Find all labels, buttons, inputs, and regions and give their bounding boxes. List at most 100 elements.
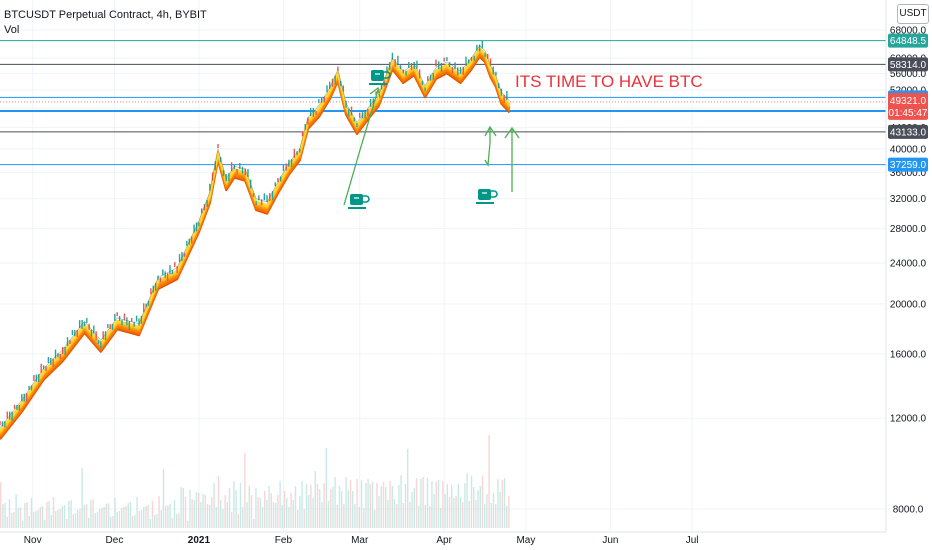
- volume-bar: [180, 487, 182, 528]
- volume-bar: [200, 502, 202, 528]
- volume-bar: [367, 479, 369, 528]
- volume-bar: [376, 483, 378, 528]
- x-tick-label: Jun: [602, 535, 618, 546]
- volume-bar: [327, 501, 330, 528]
- volume-bar: [145, 506, 147, 528]
- volume-bar: [363, 508, 365, 528]
- volume-bar: [110, 517, 112, 528]
- volume-bar: [257, 497, 259, 528]
- volume-bar: [154, 515, 156, 528]
- y-tick-label: 20000.0: [890, 299, 927, 310]
- volume-bar: [13, 512, 15, 528]
- volume-bar: [85, 504, 88, 528]
- volume-bar: [310, 485, 312, 528]
- volume-bar: [11, 513, 13, 528]
- volume-bar: [336, 505, 338, 528]
- x-tick-label: Mar: [351, 535, 369, 546]
- x-tick-label: Nov: [24, 535, 42, 546]
- coffee-icons: [348, 70, 498, 209]
- volume-bar: [235, 490, 237, 528]
- volume-bar: [455, 496, 457, 528]
- projection-arrows[interactable]: [343, 86, 520, 206]
- arrow-mar-up[interactable]: [343, 89, 379, 206]
- volume-bar: [226, 502, 228, 528]
- volume-bar: [50, 515, 52, 528]
- volume-bar: [369, 484, 371, 528]
- volume-bar: [112, 516, 114, 528]
- volume-bar: [266, 500, 268, 528]
- volume-bar: [453, 498, 455, 528]
- horizontal-levels[interactable]: [0, 40, 886, 166]
- volume-bar: [442, 481, 444, 528]
- volume-bar: [193, 500, 195, 528]
- annotation-text[interactable]: ITS TIME TO HAVE BTC: [515, 72, 703, 91]
- volume-bar: [334, 477, 336, 528]
- volume-bar: [70, 500, 72, 528]
- volume-bar: [503, 478, 506, 528]
- volume-bar: [81, 468, 83, 528]
- volume-bar: [220, 500, 222, 528]
- y-tick-label: 8000.0: [893, 505, 924, 516]
- volume-bar: [486, 494, 488, 528]
- volume-bar: [387, 500, 389, 528]
- level-tag-label: 64848.5: [890, 36, 927, 47]
- level-tag: [888, 157, 928, 172]
- volume-bar: [303, 509, 305, 528]
- volume-bar: [319, 489, 321, 528]
- volume-bar: [451, 485, 453, 528]
- volume-bar: [308, 495, 310, 528]
- level-tag-label: 37259.0: [890, 160, 927, 171]
- volume-bar: [140, 510, 143, 528]
- volume-bar: [248, 486, 250, 528]
- volume-bar: [354, 504, 356, 528]
- arrow-apr-small[interactable]: [484, 128, 491, 168]
- volume-bar: [107, 503, 110, 528]
- volume-bar: [321, 502, 323, 528]
- volume-bar: [448, 497, 451, 528]
- volume-bar: [28, 516, 30, 528]
- volume-bar: [411, 492, 413, 528]
- volume-bar: [404, 484, 407, 528]
- volume-bar: [475, 500, 477, 528]
- volume-bar: [217, 476, 220, 528]
- y-tick-label: 12000.0: [890, 414, 927, 425]
- volume-bar: [103, 507, 105, 528]
- volume-bar: [0, 482, 2, 528]
- volume-bar: [378, 496, 380, 528]
- volume-bar: [347, 490, 349, 528]
- volume-bar: [15, 494, 17, 528]
- volume-bar: [253, 519, 255, 528]
- volume-indicator-label[interactable]: Vol: [4, 24, 20, 36]
- volume-bar: [72, 514, 74, 528]
- volume-bar: [508, 496, 510, 528]
- level-tag-label: 43133.0: [890, 127, 927, 138]
- volume-bar: [39, 507, 41, 528]
- volume-bar: [352, 491, 354, 528]
- volume-bar: [143, 507, 145, 528]
- volume-bar: [457, 484, 459, 528]
- volume-bar: [301, 481, 303, 528]
- volume-bar: [162, 469, 165, 528]
- volume-bar: [437, 480, 440, 528]
- volume-bar: [182, 488, 184, 528]
- time-axis[interactable]: Nov Dec 2021 Feb Mar Apr May Jun Jul: [24, 535, 699, 546]
- currency-button[interactable]: USDT: [897, 4, 929, 24]
- volume-bar: [46, 502, 48, 528]
- volume-bar: [429, 506, 431, 528]
- volume-bar: [198, 493, 200, 528]
- volume-bar: [422, 477, 424, 528]
- volume-bar: [424, 505, 426, 528]
- volume-bar: [90, 500, 92, 528]
- volume-bar: [374, 510, 376, 528]
- volume-bar: [382, 482, 385, 528]
- volume-bar: [114, 498, 116, 528]
- coffee-cup-icon: [476, 189, 498, 204]
- volume-bar: [213, 483, 215, 528]
- volume-bar: [206, 504, 209, 528]
- volume-bar: [224, 495, 226, 528]
- x-tick-label: Apr: [436, 535, 452, 546]
- volume-bar: [338, 486, 341, 528]
- volume-bar: [37, 510, 39, 528]
- volume-bar: [44, 520, 46, 528]
